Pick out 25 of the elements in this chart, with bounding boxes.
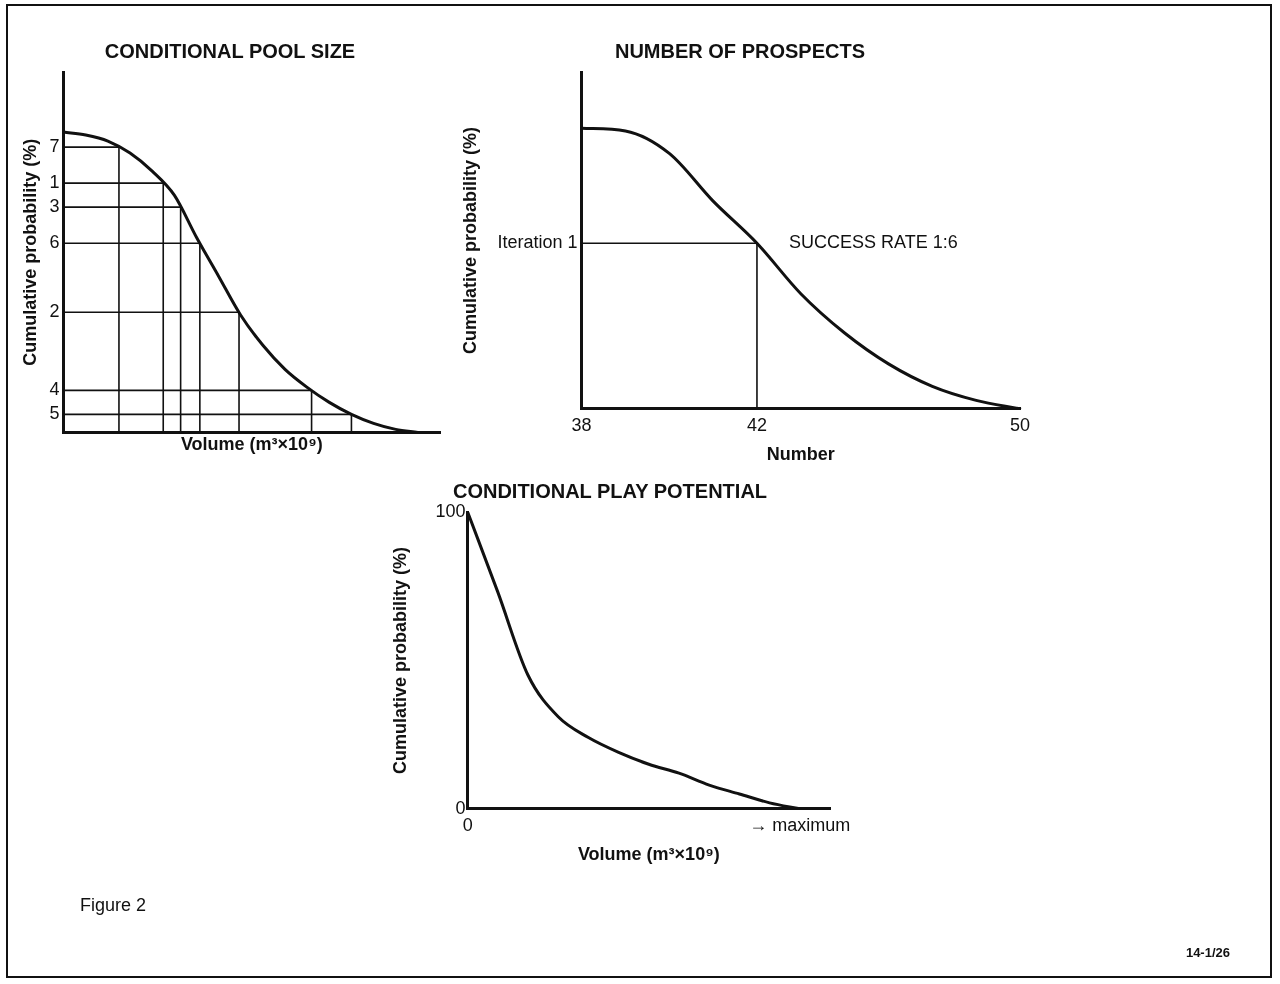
text: 7	[49, 136, 60, 157]
y-axis-title: Cumulative probability (%)	[19, 138, 40, 366]
chart-title: CONDITIONAL POOL SIZE	[104, 39, 356, 62]
text: 5	[49, 403, 60, 424]
x-tick-label: 50	[1009, 414, 1031, 435]
text: 1	[49, 172, 60, 193]
caption: Figure 2	[80, 895, 147, 916]
x-tick-label: → maximum	[749, 814, 851, 835]
chart-title: CONDITIONAL PLAY POTENTIAL	[452, 479, 768, 502]
y-axis-title: Cumulative probability (%)	[459, 126, 480, 354]
y-tick-label: 100	[435, 500, 466, 521]
text: 2	[49, 301, 60, 322]
y-axis-title: Cumulative probability (%)	[389, 546, 410, 774]
chart-title: NUMBER OF PROSPECTS	[614, 39, 866, 62]
text: 3	[49, 196, 60, 217]
text: 6	[49, 232, 60, 253]
x-tick-label: 42	[746, 414, 767, 435]
x-axis-title: Number	[766, 444, 835, 465]
x-axis-title: Volume (m³×10⁹)	[577, 844, 720, 865]
x-tick-label: 38	[571, 414, 592, 435]
ref-line-label: Iteration 1	[497, 232, 578, 253]
x-axis-title: Volume (m³×10⁹)	[180, 434, 323, 455]
text: 4	[49, 379, 60, 400]
annotation: SUCCESS RATE 1:6	[788, 232, 958, 253]
text: 14-1/26	[1185, 945, 1230, 960]
